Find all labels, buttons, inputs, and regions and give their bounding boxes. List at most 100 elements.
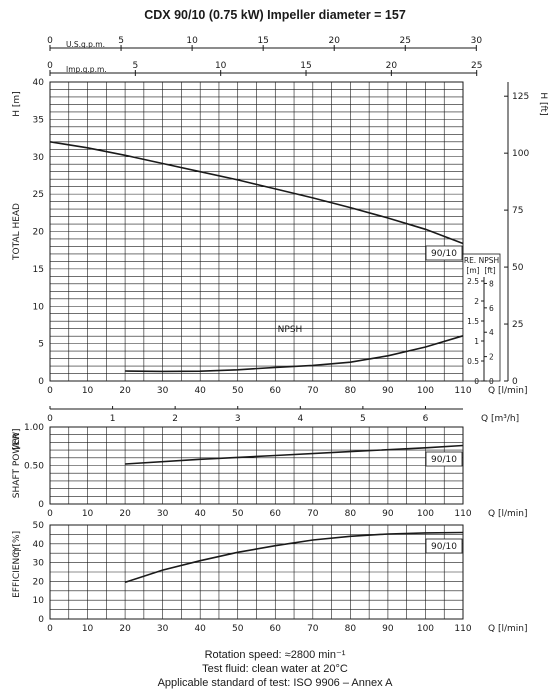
power-curve-label: 90/10 [431, 455, 457, 465]
top-axis-tick-label: 20 [328, 36, 340, 46]
ft-tick-label: 0 [512, 377, 518, 387]
efficiency-x-tick-label: 40 [194, 624, 206, 634]
top-axis-tick-label: 0 [47, 61, 53, 71]
power-y-tick-label: 0 [38, 500, 44, 510]
head-curve [49, 141, 464, 245]
power-x-tick-label: 0 [47, 509, 53, 519]
power-x-tick-label: 90 [382, 509, 394, 519]
power-x-tick-label: 110 [454, 509, 471, 519]
efficiency-x-tick-label: 50 [232, 624, 244, 634]
power-curve-label-box [425, 451, 463, 467]
npsh-inset-title: RE. NPSH [464, 256, 499, 265]
head-x-tick-label: 80 [345, 386, 357, 396]
efficiency-y-tick-label: 40 [33, 540, 45, 550]
efficiency-curve-label: 90/10 [431, 542, 457, 552]
power-x-tick-label: 50 [232, 509, 244, 519]
head-x-tick-label: 60 [270, 386, 282, 396]
ft-tick-label: 125 [512, 92, 529, 102]
head-y-tick-label: 30 [33, 153, 45, 163]
head-x-tick-label: 110 [454, 386, 471, 396]
head-y-tick-label: 0 [38, 377, 44, 387]
efficiency-x-tick-label: 90 [382, 624, 394, 634]
ft-tick-label: 50 [512, 263, 524, 273]
head-y-tick-label: 35 [33, 115, 44, 125]
npsh-ft-tick-label: 2 [489, 353, 494, 362]
m3h-axis-tick-label: 6 [423, 414, 429, 424]
npsh-ft-tick-label: 4 [489, 328, 494, 337]
footer-test-standard: Applicable standard of test: ISO 9906 – … [158, 677, 393, 689]
top-axis-tick-label: 15 [300, 61, 311, 71]
npsh-curve [125, 335, 464, 373]
footer-test-fluid: Test fluid: clean water at 20°C [202, 663, 348, 675]
head-y-tick-label: 15 [33, 265, 44, 275]
power-curve [125, 444, 464, 465]
npsh-m-tick-label: 0.5 [467, 357, 479, 366]
top-axis-tick-label: 5 [118, 36, 124, 46]
efficiency-x-tick-label: 0 [47, 624, 53, 634]
efficiency-y-unit: η [%] [12, 531, 22, 555]
top-axis-tick-label: 25 [471, 61, 482, 71]
efficiency-y-tick-label: 10 [33, 596, 45, 606]
head-x-tick-label: 100 [417, 386, 434, 396]
power-x-tick-label: 10 [82, 509, 94, 519]
top-axis-tick-label: 10 [186, 36, 198, 46]
top-axis-label: U.S.g.p.m. [66, 40, 105, 49]
head-y-unit-right: H [ft] [538, 92, 548, 115]
head-y-tick-label: 25 [33, 190, 44, 200]
power-y-axis-label: SHAFT POWER [12, 433, 22, 498]
efficiency-x-tick-label: 80 [345, 624, 357, 634]
top-axis-tick-label: 20 [386, 61, 398, 71]
m3h-axis-unit: Q [m³/h] [481, 414, 519, 424]
top-axis-tick-label: 30 [471, 36, 483, 46]
power-x-tick-label: 30 [157, 509, 169, 519]
head-y-tick-label: 40 [33, 78, 45, 88]
head-x-tick-label: 50 [232, 386, 244, 396]
npsh-m-tick-label: 2.5 [467, 277, 479, 286]
npsh-unit-m: [m] [466, 266, 479, 275]
npsh-ft-tick-label: 6 [489, 304, 494, 313]
power-x-axis-unit: Q [l/min] [488, 509, 527, 519]
head-curve-label: 90/10 [431, 249, 457, 259]
m3h-axis-tick-label: 0 [47, 414, 53, 424]
top-axis-tick-label: 15 [257, 36, 268, 46]
head-x-tick-label: 10 [82, 386, 94, 396]
head-x-tick-label: 40 [194, 386, 206, 396]
efficiency-x-tick-label: 10 [82, 624, 94, 634]
m3h-axis-tick-label: 5 [360, 414, 366, 424]
efficiency-x-tick-label: 110 [454, 624, 471, 634]
efficiency-y-tick-label: 50 [33, 521, 45, 531]
efficiency-curve [124, 531, 464, 584]
head-y-axis-label: TOTAL HEAD [12, 203, 22, 261]
head-y-tick-label: 10 [33, 302, 45, 312]
top-axis-tick-label: 0 [47, 36, 53, 46]
power-x-tick-label: 40 [194, 509, 206, 519]
power-x-tick-label: 100 [417, 509, 434, 519]
top-axis-tick-label: 5 [132, 61, 138, 71]
efficiency-y-tick-label: 30 [33, 559, 45, 569]
npsh-m-tick-label: 1 [474, 337, 479, 346]
m3h-axis-tick-label: 1 [110, 414, 116, 424]
power-y-tick-label: 0.50 [24, 462, 44, 472]
power-x-tick-label: 70 [307, 509, 319, 519]
head-y-tick-label: 20 [33, 228, 45, 238]
m3h-axis-tick-label: 4 [297, 414, 303, 424]
head-curve-label-box [425, 245, 463, 261]
head-x-tick-label: 70 [307, 386, 319, 396]
power-x-tick-label: 80 [345, 509, 357, 519]
head-frame [49, 81, 464, 382]
power-y-unit: [kW] [12, 428, 22, 449]
npsh-m-tick-label: 2 [474, 297, 479, 306]
chart-title: CDX 90/10 (0.75 kW) Impeller diameter = … [144, 8, 406, 22]
footer-rotation-speed: Rotation speed: ≈2800 min⁻¹ [205, 649, 346, 661]
m3h-axis-tick-label: 2 [172, 414, 178, 424]
head-x-tick-label: 30 [157, 386, 169, 396]
npsh-unit-ft: [ft] [484, 266, 495, 275]
efficiency-x-tick-label: 100 [417, 624, 434, 634]
head-y-unit: H [m] [12, 91, 22, 116]
ft-tick-label: 100 [512, 149, 529, 159]
power-x-tick-label: 60 [270, 509, 282, 519]
npsh-inset [462, 253, 501, 382]
ft-tick-label: 25 [512, 320, 523, 330]
